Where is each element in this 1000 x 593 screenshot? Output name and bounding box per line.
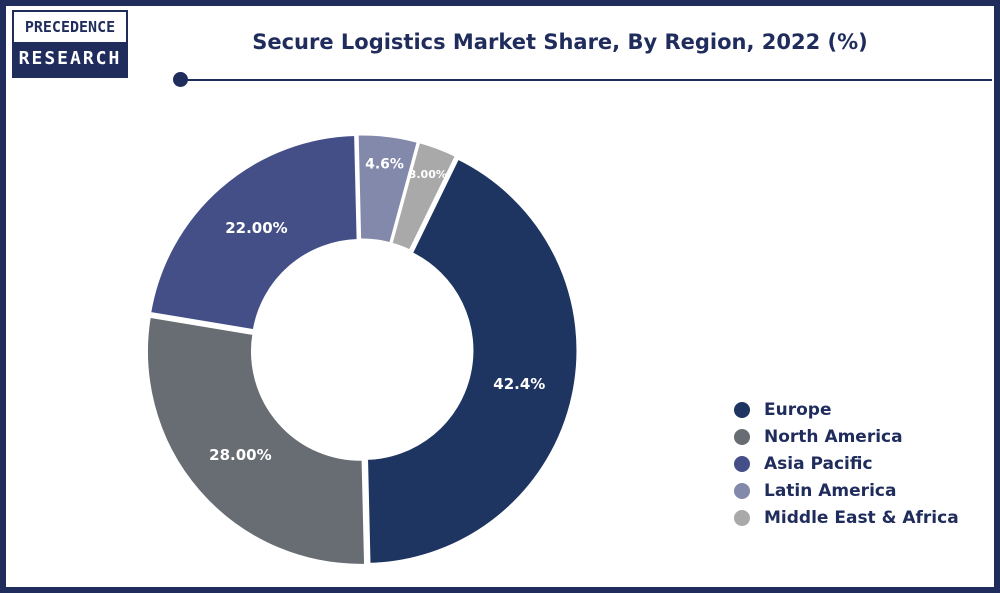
precedence-research-logo: PRECEDENCE RESEARCH [12,10,128,78]
legend-item-middle-east-africa: Middle East & Africa [734,504,959,531]
legend-label-europe: Europe [764,399,832,420]
legend-label-latin-america: Latin America [764,480,897,501]
data-label-middle-east-africa: 3.00% [409,168,447,181]
data-label-north-america: 28.00% [209,446,271,464]
logo-line-2: RESEARCH [14,42,126,76]
legend-label-middle-east-africa: Middle East & Africa [764,507,959,528]
data-label-europe: 42.4% [493,375,545,393]
chart-title: Secure Logistics Market Share, By Region… [252,30,868,54]
slice-north-america [144,314,368,567]
legend-swatch-europe [734,401,750,418]
legend-item-europe: Europe [734,396,959,423]
legend-swatch-north-america [734,428,750,445]
legend-swatch-latin-america [734,482,750,499]
legend-item-latin-america: Latin America [734,477,959,504]
legend-label-asia-pacific: Asia Pacific [764,453,873,474]
title-rule-dot [173,72,188,87]
slice-europe [364,156,580,566]
slice-middle-east-africa [389,139,459,254]
title-rule-line [186,79,992,81]
logo-line-1: PRECEDENCE [24,18,116,36]
legend-swatch-asia-pacific [734,455,750,472]
slice-asia-pacific [147,133,360,333]
legend-swatch-middle-east-africa [734,509,750,526]
legend-label-north-america: North America [764,426,903,447]
data-label-latin-america: 4.6% [365,156,404,172]
legend-item-asia-pacific: Asia Pacific [734,450,959,477]
legend-item-north-america: North America [734,423,959,450]
chart-legend: Europe North America Asia Pacific Latin Ame… [734,396,959,531]
data-label-asia-pacific: 22.00% [225,219,287,237]
